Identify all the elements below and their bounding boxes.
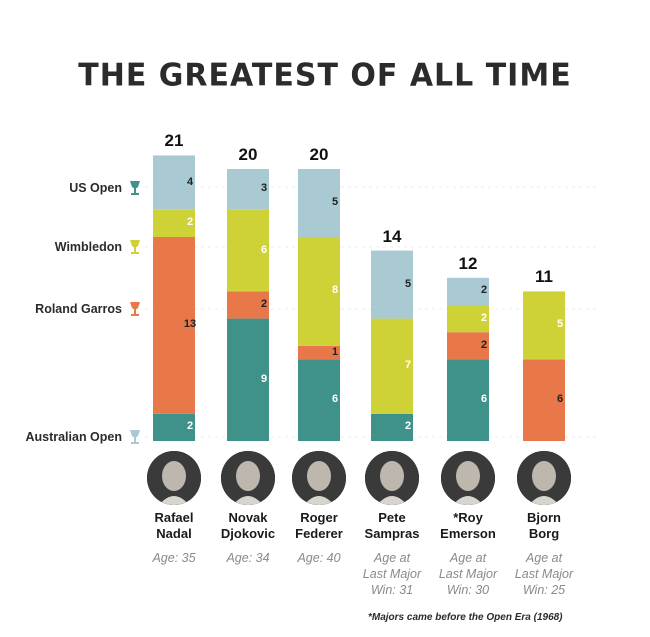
- player-photo-avatar: [292, 451, 346, 505]
- player-name: *Roy Emerson: [440, 510, 496, 541]
- segment-value-label: 2: [186, 420, 194, 433]
- us-open-trophy-icon: [126, 179, 144, 197]
- bar-segment-australian-open: [298, 359, 340, 441]
- wimbledon-trophy-icon: [126, 238, 144, 256]
- segment-value-label: 4: [186, 175, 194, 188]
- bar-segment-australian-open: [227, 318, 269, 441]
- bar-segment-roland-garros: [153, 237, 195, 414]
- bar-segment-wimbledon: [447, 305, 489, 333]
- bar-segment-us-open: [447, 277, 489, 305]
- bar-segment-roland-garros: [298, 345, 340, 360]
- segment-value-label: 2: [480, 284, 488, 297]
- player-name: Bjorn Borg: [527, 510, 561, 541]
- player-photo-avatar: [365, 451, 419, 505]
- australian-open-trophy-icon: [126, 428, 144, 446]
- bar-segment-australian-open: [153, 413, 195, 441]
- segment-value-label: 1: [331, 345, 339, 358]
- player-photo-avatar: [517, 451, 571, 505]
- player-age: Age: 34: [226, 551, 270, 565]
- bar-segment-wimbledon: [371, 318, 413, 414]
- segment-value-label: 2: [404, 420, 412, 433]
- player-name: Pete Sampras: [364, 510, 420, 541]
- segment-value-label: 9: [260, 372, 268, 385]
- segment-value-label: 3: [260, 182, 268, 195]
- bar-total-label: 14: [382, 226, 402, 246]
- segment-value-label: 6: [260, 243, 268, 256]
- bar-segment-australian-open: [371, 413, 413, 441]
- chart-title: THE GREATEST OF ALL TIME: [78, 57, 572, 94]
- segment-value-label: 8: [331, 284, 339, 297]
- player-federer: Roger Federer Age: 40: [279, 451, 359, 566]
- segment-value-label: 5: [404, 277, 412, 290]
- roland-garros-trophy-icon: [126, 300, 144, 318]
- player-photo-avatar: [147, 451, 201, 505]
- player-age: Age at Last Major Win: 31: [362, 551, 422, 597]
- player-borg: Bjorn Borg Age at Last Major Win: 25: [504, 451, 584, 598]
- bar-segment-us-open: [298, 169, 340, 237]
- bar-segment-roland-garros: [227, 291, 269, 319]
- bar-segment-roland-garros: [447, 332, 489, 360]
- segment-value-label: 7: [404, 359, 412, 372]
- player-age: Age at Last Major Win: 30: [438, 551, 498, 597]
- bar-segment-us-open: [371, 250, 413, 319]
- segment-value-label: 2: [260, 298, 268, 310]
- bar-segment-australian-open: [447, 359, 489, 441]
- player-name: Novak Djokovic: [220, 510, 276, 541]
- player-age: Age at Last Major Win: 25: [514, 551, 574, 597]
- bar-segment-us-open: [227, 169, 269, 210]
- player-name: Roger Federer: [295, 510, 343, 541]
- bar-total-label: 12: [458, 253, 478, 273]
- segment-value-label: 6: [331, 393, 339, 406]
- category-label-wimbledon: Wimbledon: [54, 240, 122, 254]
- segment-value-label: 13: [183, 318, 197, 331]
- bar-segment-roland-garros: [523, 359, 565, 441]
- player-nadal: Rafael Nadal Age: 35: [134, 451, 214, 566]
- segment-value-label: 5: [556, 318, 564, 331]
- category-label-roland-garros: Roland Garros: [35, 302, 122, 316]
- bar-segment-us-open: [153, 155, 195, 210]
- segment-value-label: 6: [480, 393, 488, 406]
- player-age: Age: 40: [297, 551, 341, 565]
- segment-value-label: 2: [186, 216, 194, 229]
- category-label-australian-open: Australian Open: [25, 430, 122, 444]
- player-age: Age: 35: [152, 551, 196, 565]
- bar-segment-wimbledon: [523, 291, 565, 360]
- player-sampras: Pete Sampras Age at Last Major Win: 31: [352, 451, 432, 598]
- bar-total-label: 20: [309, 145, 329, 164]
- player-name: Rafael Nadal: [154, 510, 194, 541]
- bar-segment-wimbledon: [153, 209, 195, 237]
- bar-total-label: 20: [238, 145, 258, 164]
- segment-value-label: 2: [480, 338, 488, 351]
- bar-segment-wimbledon: [298, 237, 340, 346]
- player-emerson: *Roy Emerson Age at Last Major Win: 30: [428, 451, 508, 598]
- segment-value-label: 2: [480, 311, 488, 324]
- player-djokovic: Novak Djokovic Age: 34: [208, 451, 288, 566]
- category-label-us-open: US Open: [69, 181, 122, 195]
- bar-total-label: 21: [164, 131, 184, 151]
- player-photo-avatar: [441, 451, 495, 505]
- bar-total-label: 11: [535, 267, 553, 287]
- segment-value-label: 6: [556, 393, 564, 406]
- bar-segment-wimbledon: [227, 209, 269, 292]
- footnote: *Majors came before the Open Era (1968): [368, 612, 563, 623]
- player-photo-avatar: [221, 451, 275, 505]
- segment-value-label: 5: [331, 196, 339, 208]
